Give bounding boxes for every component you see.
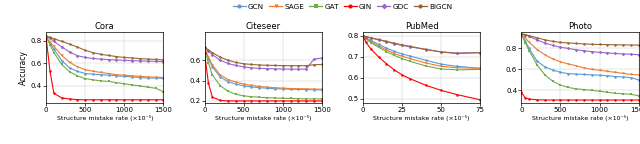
Title: Photo: Photo xyxy=(568,22,592,31)
X-axis label: Structure mistake rate (×10⁻⁵): Structure mistake rate (×10⁻⁵) xyxy=(373,114,470,121)
X-axis label: Structure mistake rate (×10⁻⁵): Structure mistake rate (×10⁻⁵) xyxy=(532,114,628,121)
X-axis label: Structure mistake rate (×10⁻⁵): Structure mistake rate (×10⁻⁵) xyxy=(56,114,153,121)
Title: Cora: Cora xyxy=(95,22,115,31)
X-axis label: Structure mistake rate (×10⁻⁵): Structure mistake rate (×10⁻⁵) xyxy=(215,114,312,121)
Title: PubMed: PubMed xyxy=(405,22,438,31)
Y-axis label: Accuracy: Accuracy xyxy=(19,50,28,85)
Title: Citeseer: Citeseer xyxy=(246,22,281,31)
Legend: GCN, SAGE, GAT, GIN, GDC, BiGCN: GCN, SAGE, GAT, GIN, GDC, BiGCN xyxy=(233,4,452,10)
